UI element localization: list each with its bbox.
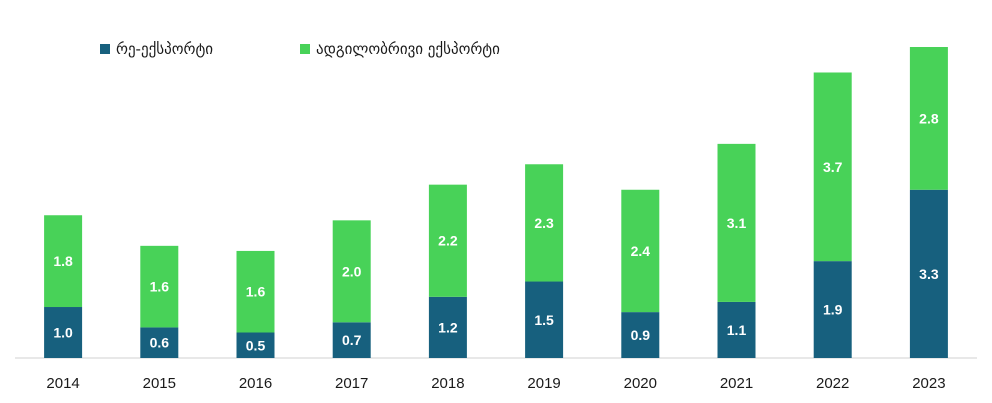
x-tick-label-2023: 2023 bbox=[912, 375, 945, 392]
x-tick-label-2022: 2022 bbox=[816, 375, 849, 392]
data-label-domestic-export-2018: 2.2 bbox=[438, 233, 458, 249]
bar-re-export-2017 bbox=[332, 322, 371, 358]
bar-domestic-export-2016 bbox=[236, 250, 275, 333]
data-label-domestic-export-2016: 1.6 bbox=[246, 284, 266, 300]
bar-re-export-2022 bbox=[813, 261, 852, 358]
data-label-re-export-2016: 0.5 bbox=[246, 337, 266, 353]
data-label-domestic-export-2022: 3.7 bbox=[823, 159, 843, 175]
x-tick-label-2014: 2014 bbox=[46, 375, 79, 392]
bar-re-export-2020 bbox=[621, 312, 660, 358]
x-tick-label-2021: 2021 bbox=[720, 375, 753, 392]
bar-domestic-export-2015 bbox=[140, 245, 179, 328]
legend-swatch-re-export bbox=[100, 44, 110, 54]
legend-label-domestic-export: ადგილობრივი ექსპორტი bbox=[316, 40, 500, 58]
data-label-domestic-export-2014: 1.8 bbox=[53, 253, 73, 269]
data-label-re-export-2022: 1.9 bbox=[823, 302, 843, 318]
x-tick-label-2018: 2018 bbox=[431, 375, 464, 392]
x-tick-label-2019: 2019 bbox=[527, 375, 560, 392]
data-label-re-export-2020: 0.9 bbox=[631, 327, 651, 343]
bar-re-export-2019 bbox=[525, 281, 564, 358]
data-label-re-export-2023: 3.3 bbox=[919, 266, 939, 282]
data-label-domestic-export-2017: 2.0 bbox=[342, 263, 362, 279]
bar-domestic-export-2017 bbox=[332, 220, 371, 323]
data-label-re-export-2014: 1.0 bbox=[53, 325, 73, 341]
bar-domestic-export-2022 bbox=[813, 72, 852, 262]
data-label-domestic-export-2019: 2.3 bbox=[534, 215, 554, 231]
bar-re-export-2015 bbox=[140, 327, 179, 358]
data-label-domestic-export-2015: 1.6 bbox=[150, 279, 170, 295]
bar-re-export-2023 bbox=[909, 189, 948, 358]
legend-label-re-export: რე-ექსპორტი bbox=[116, 40, 214, 58]
bar-re-export-2018 bbox=[428, 296, 467, 358]
bar-domestic-export-2020 bbox=[621, 189, 660, 313]
bar-re-export-2021 bbox=[717, 301, 756, 358]
x-tick-labels: 2014 2015 2016 2017 2018 2019 2020 2021 2022 2023 bbox=[46, 375, 945, 392]
bars-group: 1.0 1.8 0.6 1.6 0.5 1.6 0.7 2.0 1.2 2.2 1.5 2.3 0.9 2… bbox=[44, 47, 948, 358]
x-tick-label-2017: 2017 bbox=[335, 375, 368, 392]
legend-swatch-domestic-export bbox=[300, 44, 310, 54]
x-tick-label-2016: 2016 bbox=[239, 375, 272, 392]
data-label-re-export-2018: 1.2 bbox=[438, 319, 458, 335]
bar-domestic-export-2018 bbox=[428, 184, 467, 297]
data-label-domestic-export-2023: 2.8 bbox=[919, 110, 939, 126]
data-label-domestic-export-2020: 2.4 bbox=[631, 243, 651, 259]
data-label-re-export-2021: 1.1 bbox=[727, 322, 747, 338]
bar-domestic-export-2023 bbox=[909, 47, 948, 190]
bar-domestic-export-2019 bbox=[525, 164, 564, 282]
data-label-domestic-export-2021: 3.1 bbox=[727, 215, 747, 231]
legend-item-domestic-export: ადგილობრივი ექსპორტი bbox=[300, 40, 500, 58]
bar-re-export-2014 bbox=[44, 307, 83, 358]
data-label-re-export-2019: 1.5 bbox=[534, 312, 554, 328]
x-tick-label-2020: 2020 bbox=[624, 375, 657, 392]
x-tick-label-2015: 2015 bbox=[143, 375, 176, 392]
bar-re-export-2016 bbox=[236, 332, 275, 358]
data-label-re-export-2017: 0.7 bbox=[342, 332, 362, 348]
bar-domestic-export-2021 bbox=[717, 143, 756, 302]
chart-legend: რე-ექსპორტი ადგილობრივი ექსპორტი bbox=[100, 40, 500, 58]
legend-item-re-export: რე-ექსპორტი bbox=[100, 40, 300, 58]
data-label-re-export-2015: 0.6 bbox=[150, 335, 170, 351]
bar-domestic-export-2014 bbox=[44, 215, 83, 308]
